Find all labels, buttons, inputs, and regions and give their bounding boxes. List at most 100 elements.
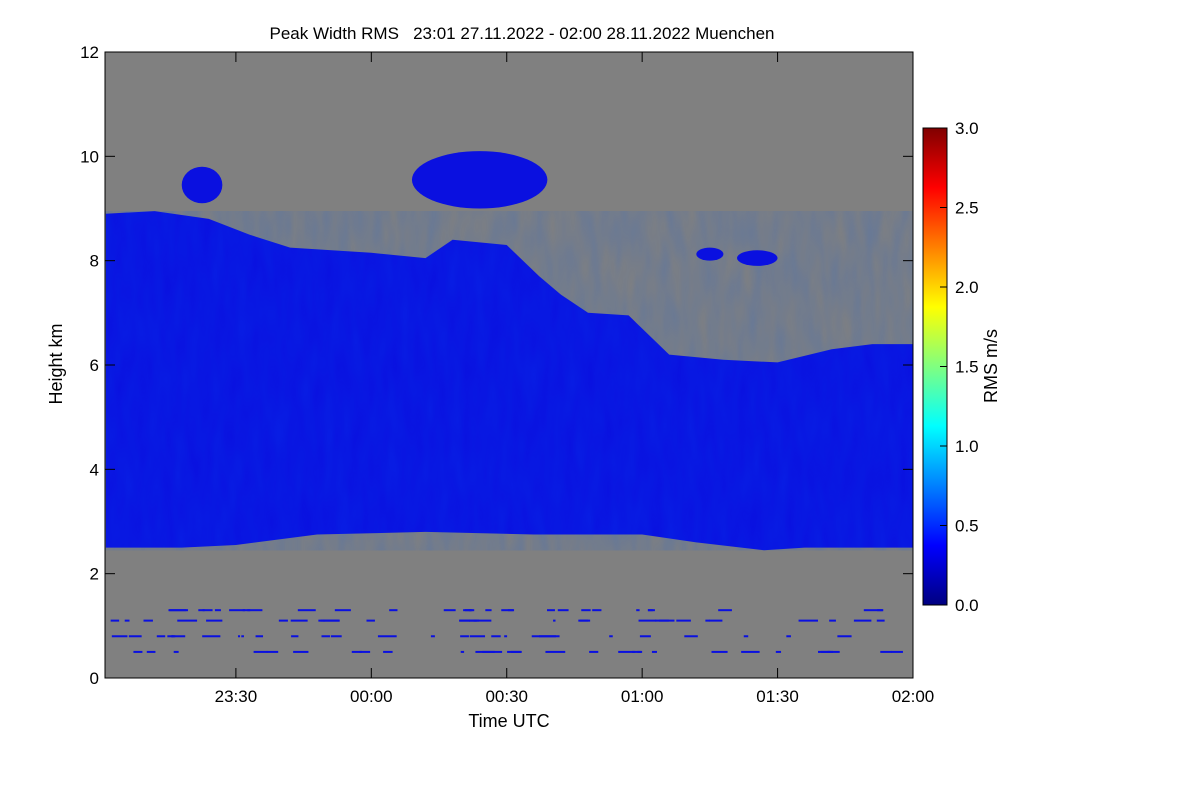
low-echo-mark: [198, 609, 205, 612]
low-echo-mark: [510, 650, 521, 653]
x-tick-label: 02:00: [892, 687, 935, 706]
low-echo-mark: [278, 619, 288, 622]
low-echo-mark: [320, 619, 340, 622]
low-echo-mark: [531, 635, 542, 638]
low-echo-mark: [266, 650, 279, 653]
low-echo-mark: [383, 650, 393, 653]
low-echo-mark: [880, 650, 892, 653]
low-echo-mark: [202, 635, 221, 638]
colorbar: 0.0 0.5 1.0 1.5 2.0 2.5 3.0: [922, 119, 979, 615]
low-echo-mark: [473, 619, 492, 622]
low-echo-mark: [290, 619, 308, 622]
colorbar-label: RMS m/s: [981, 329, 1001, 403]
low-echo-mark: [241, 635, 244, 638]
low-echo-mark: [485, 609, 492, 612]
low-echo-mark: [297, 609, 316, 612]
low-echo-mark: [647, 609, 655, 612]
low-echo-mark: [786, 635, 791, 638]
low-echo-mark: [632, 650, 642, 653]
x-tick-label: 23:30: [215, 687, 258, 706]
low-echo-mark: [639, 635, 651, 638]
low-echo-mark: [589, 650, 599, 653]
y-tick-label: 8: [90, 252, 99, 271]
low-echo-mark: [545, 650, 566, 653]
colorbar-tick-label: 1.5: [955, 358, 979, 377]
low-echo-mark: [291, 635, 299, 638]
low-echo-mark: [827, 650, 840, 653]
low-echo-mark: [459, 619, 477, 622]
x-tick-label: 00:30: [485, 687, 528, 706]
low-echo-mark: [684, 635, 698, 638]
low-echo-mark: [718, 609, 732, 612]
low-echo-mark: [829, 619, 836, 622]
low-echo-mark: [579, 619, 591, 622]
low-echo-mark: [128, 635, 142, 638]
low-echo-mark: [366, 619, 375, 622]
low-echo-mark: [334, 609, 351, 612]
low-echo-mark: [173, 650, 179, 653]
low-echo-mark: [553, 619, 556, 622]
low-echo-mark: [863, 609, 884, 612]
low-echo-mark: [482, 650, 503, 653]
axes: 23:30 00:00 00:30 01:00 01:30 02:00 0 2 4 6 8 10 12: [80, 43, 934, 706]
cloud-patch-echo: [411, 151, 548, 209]
x-tick-label: 01:30: [756, 687, 799, 706]
low-echo-mark: [389, 609, 398, 612]
low-echo-mark: [618, 650, 636, 653]
y-tick-label: 6: [90, 356, 99, 375]
y-axis-label: Height km: [46, 323, 66, 404]
low-echo-mark: [469, 635, 486, 638]
low-echo-mark: [853, 619, 872, 622]
low-echo-mark: [293, 650, 309, 653]
low-echo-mark: [321, 635, 330, 638]
low-echo-mark: [143, 619, 153, 622]
low-echo-mark: [124, 619, 130, 622]
x-axis-label: Time UTC: [468, 711, 549, 731]
low-echo-mark: [330, 635, 342, 638]
echo-layer: [105, 151, 913, 653]
low-echo-mark: [242, 609, 263, 612]
low-echo-mark: [775, 650, 782, 653]
low-echo-mark: [541, 635, 560, 638]
low-echo-mark: [377, 635, 397, 638]
low-echo-mark: [171, 635, 176, 638]
chart-title: Peak Width RMS 23:01 27.11.2022 - 02:00 …: [270, 24, 775, 43]
cloud-patch-echo: [696, 247, 724, 261]
colorbar-tick-label: 2.0: [955, 278, 979, 297]
y-tick-label: 0: [90, 669, 99, 688]
y-tick-label: 2: [90, 565, 99, 584]
low-echo-mark: [711, 650, 728, 653]
low-echo-mark: [111, 635, 128, 638]
low-echo-mark: [592, 609, 602, 612]
low-echo-mark: [169, 609, 189, 612]
colorbar-tick-label: 2.5: [955, 199, 979, 218]
low-echo-mark: [637, 650, 643, 653]
low-echo-mark: [491, 635, 501, 638]
low-echo-mark: [507, 609, 515, 612]
low-echo-mark: [237, 635, 240, 638]
low-echo-mark: [708, 619, 723, 622]
low-echo-mark: [253, 650, 268, 653]
low-echo-mark: [581, 609, 591, 612]
low-echo-mark: [177, 619, 198, 622]
x-tick-label: 00:00: [350, 687, 393, 706]
low-echo-mark: [547, 609, 555, 612]
cloud-patch-echo: [736, 250, 778, 266]
low-echo-mark: [156, 635, 166, 638]
colorbar-tick-label: 0.5: [955, 517, 979, 536]
low-echo-mark: [705, 619, 710, 622]
low-echo-mark: [468, 609, 473, 612]
cloud-texture: [105, 211, 913, 551]
low-echo-mark: [202, 609, 213, 612]
cloud-patch-echo: [181, 166, 223, 204]
low-echo-mark: [465, 609, 472, 612]
y-tick-label: 12: [80, 43, 99, 62]
low-echo-mark: [818, 650, 833, 653]
colorbar-tick-label: 1.0: [955, 437, 979, 456]
low-echo-mark: [214, 609, 221, 612]
low-echo-mark: [133, 650, 143, 653]
low-echo-mark: [659, 619, 675, 622]
low-echo-mark: [255, 635, 264, 638]
low-echo-mark: [798, 619, 818, 622]
